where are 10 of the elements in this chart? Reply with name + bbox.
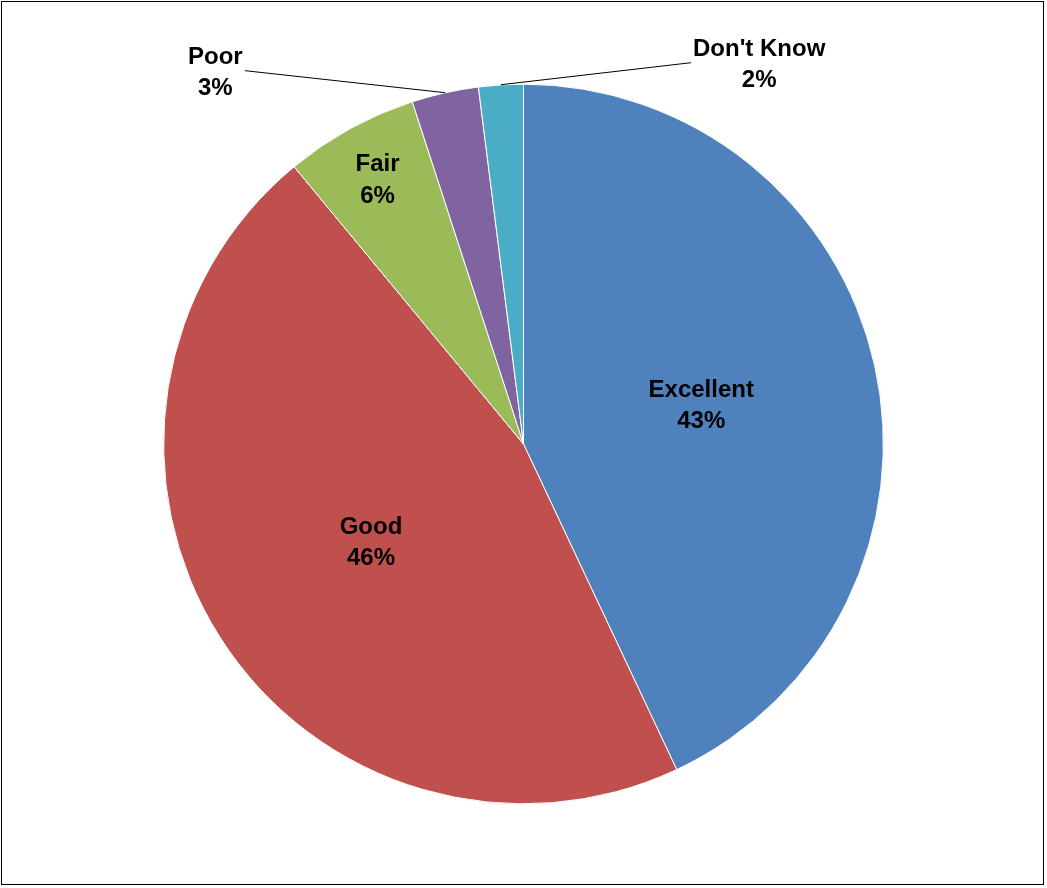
- slice-label: Excellent: [648, 375, 754, 403]
- data-label: 2%: [741, 65, 777, 93]
- data-label: 43%: [677, 406, 726, 434]
- slice-label: Good: [339, 511, 403, 539]
- slice-label: Fair: [355, 149, 400, 177]
- data-label: 46%: [346, 542, 396, 570]
- slice-label: Don't Know: [693, 34, 826, 61]
- slice-label: Poor: [188, 42, 243, 69]
- data-label: 6%: [360, 180, 395, 208]
- data-label: 3%: [197, 73, 233, 101]
